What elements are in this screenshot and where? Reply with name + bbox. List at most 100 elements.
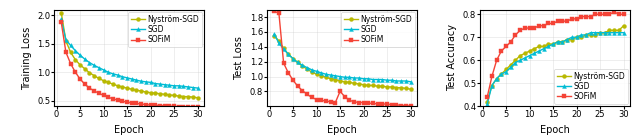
SGD (124, 77, 131, 79)
SGD (611, 32, 618, 34)
Nyström-SGD (507, 64, 515, 66)
SGD (605, 32, 613, 34)
SGD (596, 32, 604, 34)
SGD (62, 39, 70, 41)
SGD (161, 84, 168, 86)
SOFiM (402, 105, 410, 106)
Nyström-SGD (76, 64, 84, 66)
Y-axis label: Test Loss: Test Loss (234, 36, 244, 80)
SOFiM (369, 102, 377, 104)
SGD (364, 78, 372, 80)
Nyström-SGD (521, 53, 529, 54)
Nyström-SGD (378, 85, 386, 87)
SGD (559, 41, 566, 43)
Nyström-SGD (332, 79, 339, 80)
SOFiM (540, 25, 547, 27)
Nyström-SGD (67, 51, 74, 53)
SOFiM (611, 11, 618, 13)
SOFiM (194, 107, 202, 108)
Nyström-SGD (189, 96, 196, 98)
SOFiM (364, 102, 372, 104)
SGD (156, 83, 164, 85)
Nyström-SGD (336, 80, 344, 82)
SGD (587, 32, 595, 34)
Nyström-SGD (100, 80, 108, 82)
SOFiM (161, 105, 168, 107)
SOFiM (573, 18, 580, 20)
SOFiM (289, 79, 297, 81)
SOFiM (175, 106, 182, 108)
SGD (355, 77, 363, 79)
SGD (280, 48, 287, 50)
SGD (313, 71, 321, 72)
SOFiM (516, 30, 524, 31)
Nyström-SGD (90, 75, 98, 76)
SOFiM (156, 105, 164, 107)
SOFiM (322, 100, 330, 102)
SOFiM (355, 102, 363, 103)
SGD (109, 73, 116, 75)
SOFiM (142, 104, 150, 105)
Nyström-SGD (516, 55, 524, 56)
SGD (525, 55, 533, 56)
Nyström-SGD (170, 95, 178, 96)
SOFiM (118, 100, 126, 102)
SGD (104, 71, 112, 73)
SGD (322, 73, 330, 75)
Nyström-SGD (58, 12, 65, 13)
Nyström-SGD (270, 35, 278, 36)
SOFiM (147, 104, 154, 106)
Nyström-SGD (355, 83, 363, 85)
SGD (100, 69, 108, 71)
SGD (275, 42, 283, 44)
SGD (577, 34, 585, 36)
SOFiM (383, 103, 391, 105)
SOFiM (275, 13, 283, 14)
SGD (568, 36, 576, 38)
Nyström-SGD (493, 78, 500, 79)
Line: SGD: SGD (60, 17, 200, 90)
SOFiM (285, 72, 292, 74)
Nyström-SGD (114, 85, 122, 87)
SOFiM (549, 23, 557, 24)
SOFiM (166, 105, 173, 107)
SGD (388, 79, 396, 81)
SOFiM (170, 105, 178, 107)
SGD (554, 41, 561, 43)
SOFiM (90, 90, 98, 92)
SGD (545, 46, 552, 47)
SOFiM (72, 71, 79, 73)
Legend: Nyström-SGD, SGD, SOFiM: Nyström-SGD, SGD, SOFiM (341, 12, 415, 47)
Nyström-SGD (388, 86, 396, 88)
SGD (497, 73, 505, 75)
Nyström-SGD (615, 30, 623, 31)
SOFiM (596, 13, 604, 15)
Nyström-SGD (364, 85, 372, 86)
Line: Nyström-SGD: Nyström-SGD (60, 10, 200, 100)
SOFiM (86, 87, 93, 89)
Line: Nyström-SGD: Nyström-SGD (485, 24, 625, 104)
SGD (76, 54, 84, 56)
SGD (327, 74, 335, 76)
SGD (270, 33, 278, 35)
SOFiM (587, 16, 595, 17)
Nyström-SGD (483, 101, 491, 103)
SGD (360, 78, 367, 80)
SGD (563, 39, 571, 40)
Nyström-SGD (620, 25, 627, 27)
Nyström-SGD (497, 73, 505, 75)
SGD (184, 86, 192, 88)
SOFiM (531, 27, 538, 29)
SGD (58, 18, 65, 20)
SGD (516, 59, 524, 61)
SOFiM (493, 59, 500, 61)
Line: Nyström-SGD: Nyström-SGD (272, 34, 413, 91)
Line: SGD: SGD (272, 32, 413, 84)
SOFiM (114, 99, 122, 101)
SGD (341, 76, 349, 78)
SGD (582, 34, 590, 36)
SGD (488, 85, 496, 86)
SOFiM (280, 62, 287, 64)
SOFiM (407, 105, 415, 107)
SOFiM (378, 103, 386, 105)
